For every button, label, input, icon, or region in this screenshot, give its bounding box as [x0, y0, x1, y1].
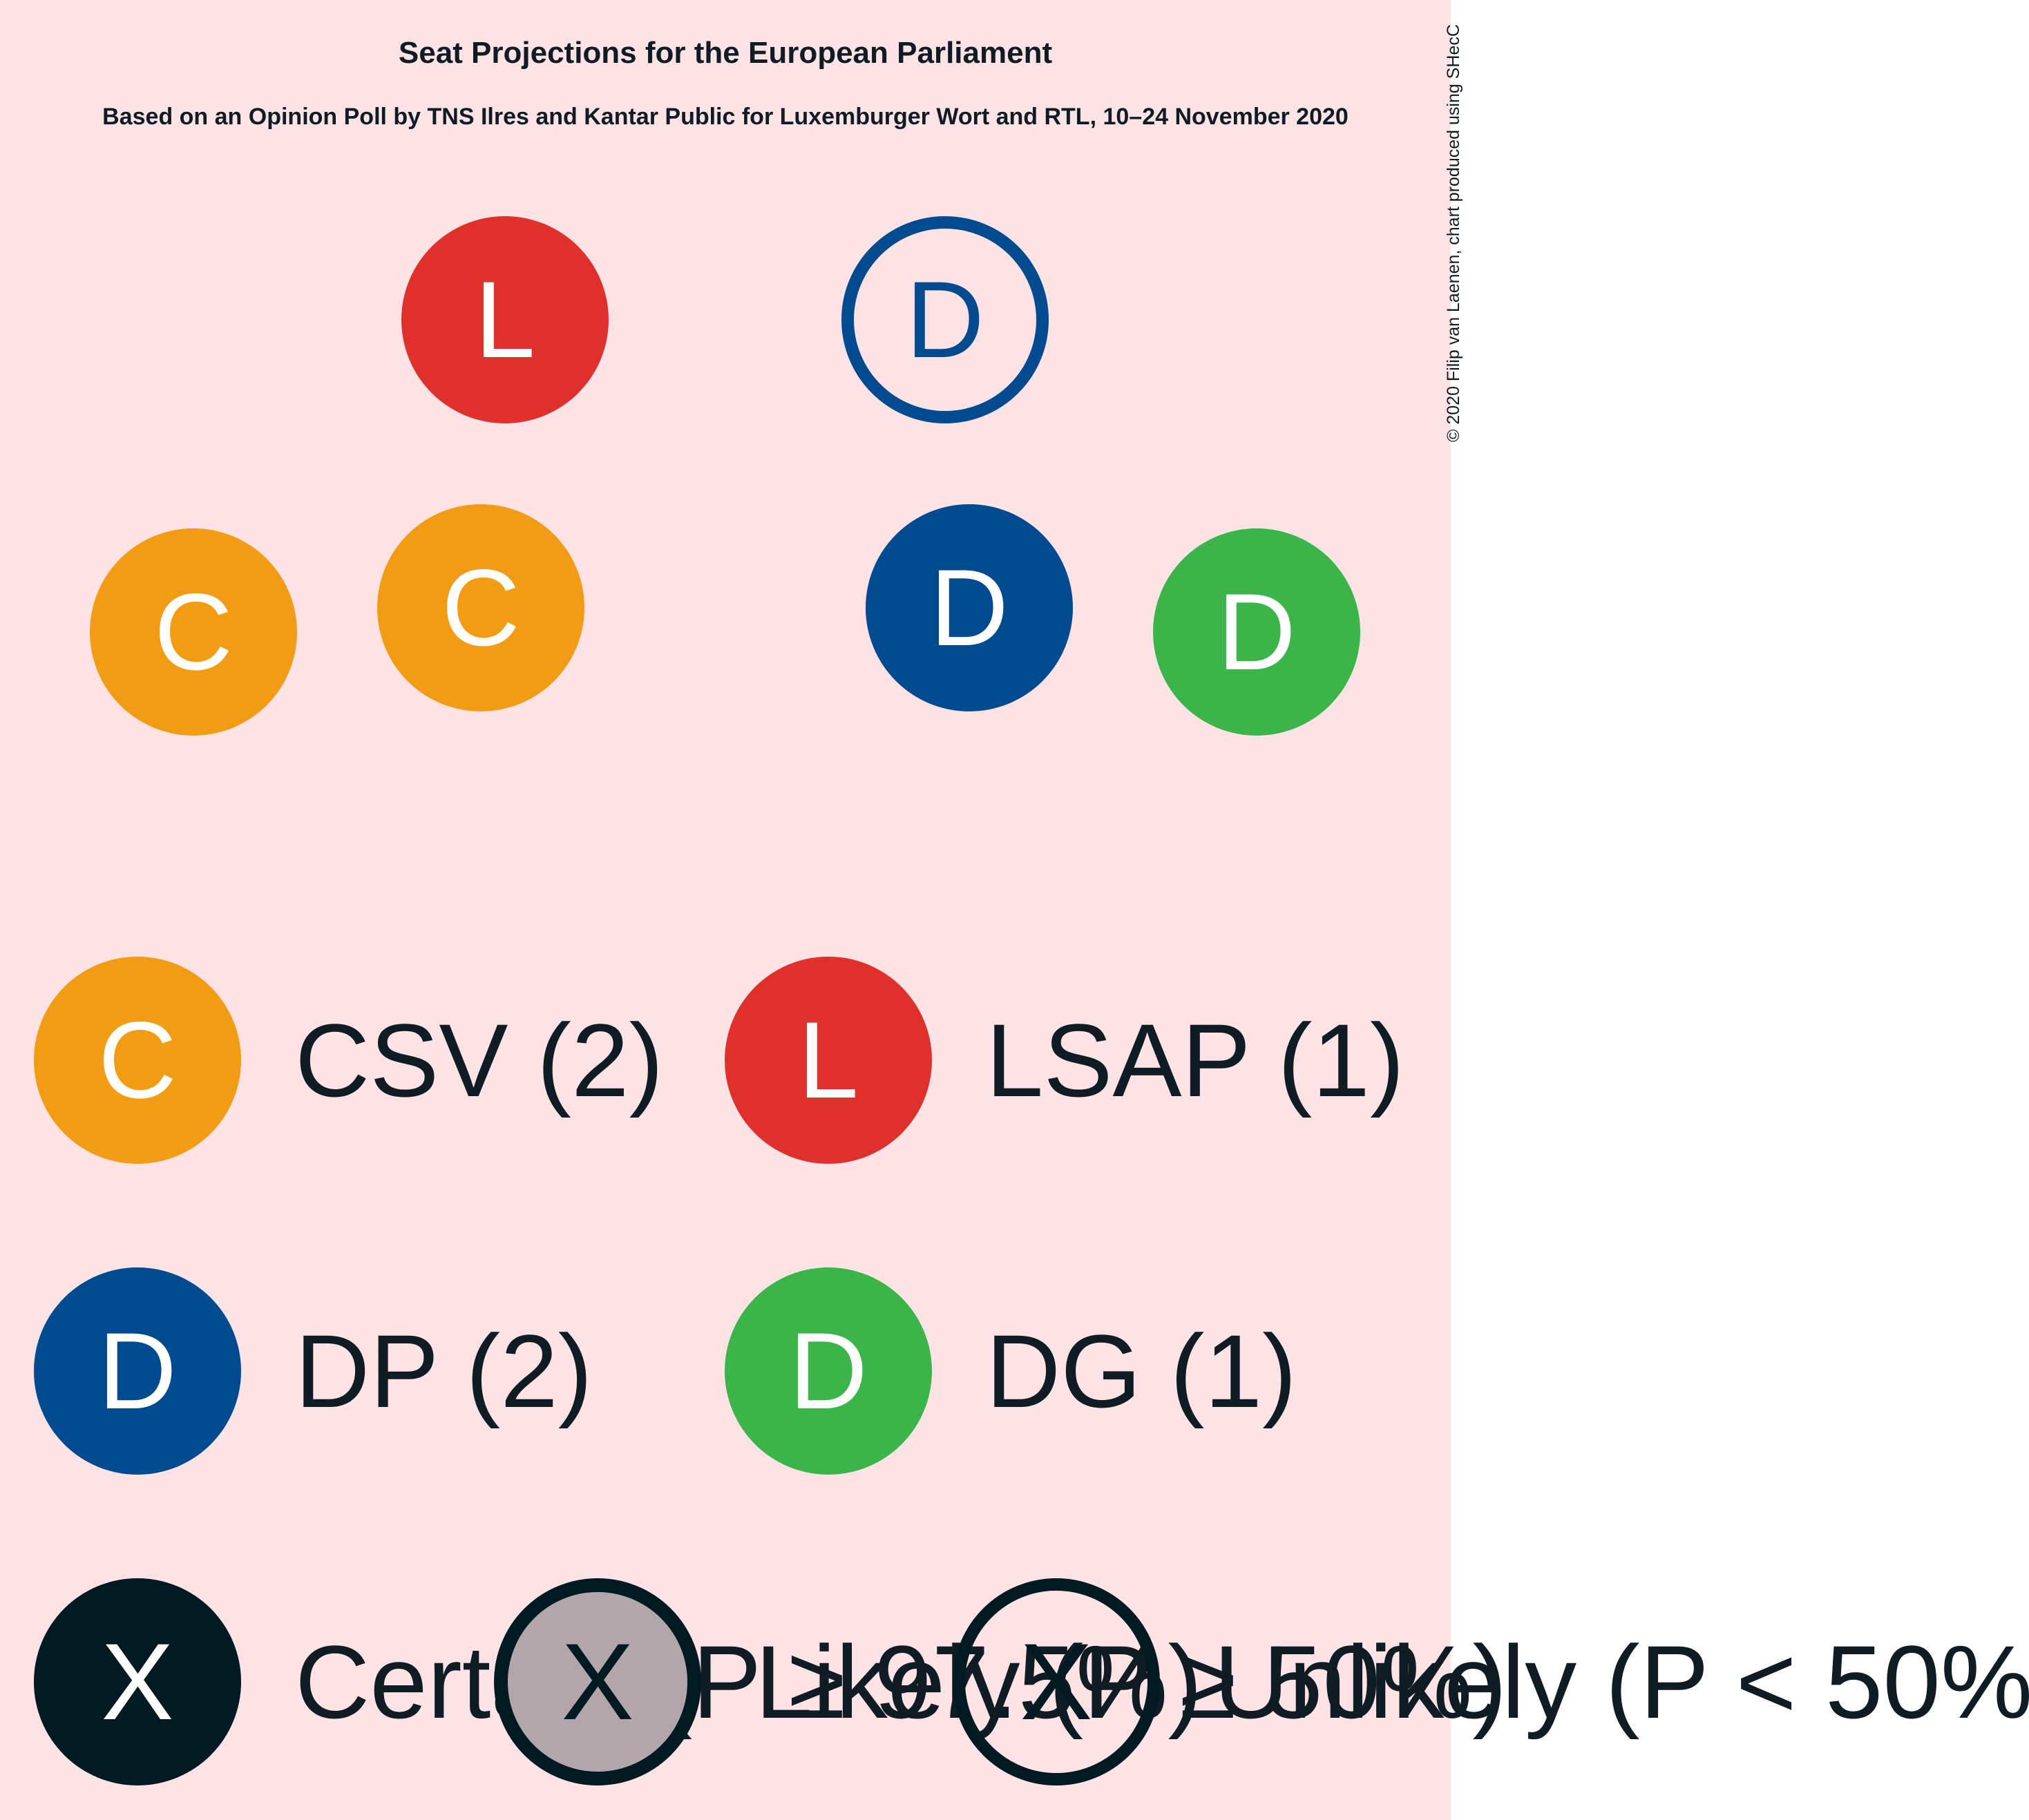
- status-label: Unlikely (P < 50%): [1214, 1624, 2029, 1740]
- legend-item-dp: D DP (2): [34, 1267, 593, 1475]
- status-label: Likely (P ≥ 50%): [755, 1624, 1507, 1740]
- seat-dp: D: [841, 216, 1049, 423]
- legend-item-lsap: L LSAP (1): [725, 957, 1404, 1164]
- seat-csv: C: [90, 528, 297, 736]
- legend-label: CSV (2): [295, 1002, 663, 1118]
- seat-disc: [401, 216, 609, 423]
- legend-item-csv: C CSV (2): [34, 957, 663, 1164]
- status-marker: X: [953, 1578, 1160, 1785]
- seat-letter: X: [101, 1621, 173, 1743]
- seat-disc: [866, 504, 1073, 711]
- seat-lsap: L: [401, 216, 609, 423]
- seat-disc: [377, 504, 584, 711]
- legend-marker: L: [725, 957, 932, 1164]
- seat-disc: [34, 1578, 241, 1785]
- seat-dg: D: [1153, 528, 1360, 736]
- seat-ring: [953, 1578, 1160, 1785]
- status-label: Certain (P ≥ 97.5%): [295, 1624, 1202, 1740]
- seat-letter: D: [789, 1310, 868, 1432]
- seat-disc: [90, 528, 297, 736]
- seat-disc: [725, 1267, 932, 1475]
- status-legend-unlikely: X Unlikely (P < 50%): [953, 1578, 2029, 1785]
- status-marker: X: [494, 1578, 701, 1785]
- seat-disc: [725, 957, 932, 1164]
- seat-ring: [841, 216, 1049, 423]
- legend-marker: D: [34, 1267, 241, 1475]
- seat-letter: X: [561, 1621, 634, 1743]
- chart-subtitle: Based on an Opinion Poll by TNS Ilres an…: [102, 104, 1349, 130]
- seat-letter: L: [798, 999, 859, 1121]
- status-legend-certain: X Certain (P ≥ 97.5%): [34, 1578, 1202, 1785]
- seat-disc: [34, 957, 241, 1164]
- seat-letter: X: [1020, 1621, 1092, 1743]
- legend-item-dg: D DG (1): [725, 1267, 1297, 1475]
- chart-title: Seat Projections for the European Parlia…: [398, 36, 1053, 70]
- seat-letter: D: [1217, 571, 1296, 693]
- legend-marker: C: [34, 957, 241, 1164]
- status-legend-likely: X Likely (P ≥ 50%): [494, 1578, 1507, 1785]
- chart-background: [0, 0, 1451, 1820]
- seat-letter: D: [930, 547, 1009, 669]
- legend-label: DP (2): [295, 1313, 593, 1429]
- seat-csv: C: [377, 504, 584, 711]
- seat-letter: D: [98, 1310, 177, 1432]
- status-marker: X: [34, 1578, 241, 1785]
- seat-disc: [34, 1267, 241, 1475]
- seat-dp: D: [866, 504, 1073, 711]
- seat-letter: C: [154, 571, 233, 693]
- legend-label: DG (1): [986, 1313, 1297, 1429]
- seat-disc: [1153, 528, 1360, 736]
- seat-letter: C: [98, 999, 177, 1121]
- legend-label: LSAP (1): [986, 1002, 1404, 1118]
- legend-marker: D: [725, 1267, 932, 1475]
- seat-letter: D: [906, 259, 984, 381]
- seat-letter: C: [441, 547, 520, 669]
- seat-ring: [494, 1578, 701, 1785]
- seat-letter: L: [475, 259, 535, 381]
